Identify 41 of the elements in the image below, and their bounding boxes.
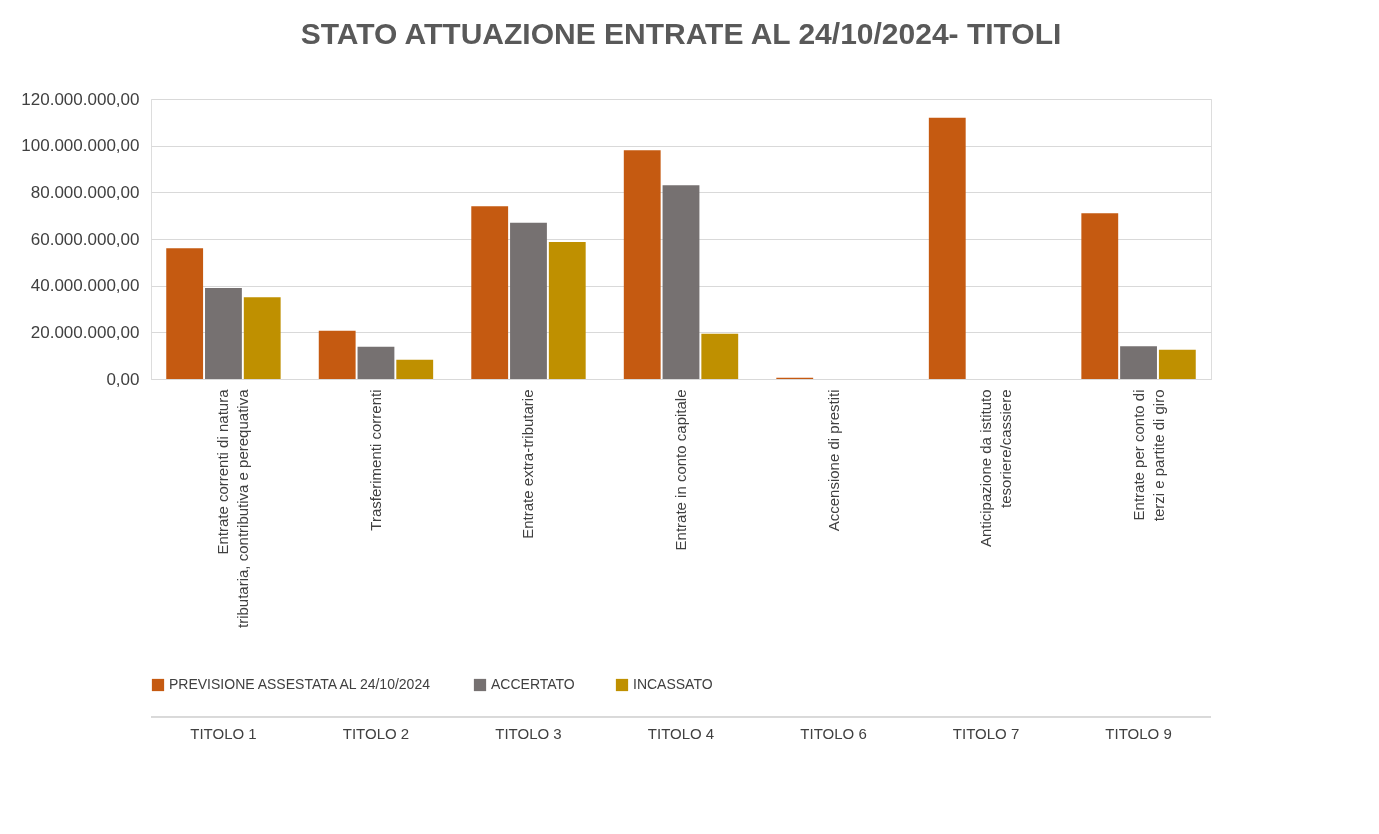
y-tick-label: 80.000.000,00 [30,182,140,202]
text: TITOLO 7 [952,725,1020,742]
bar [166,248,204,379]
x-tick-label: Entrate in conto capitale [672,389,689,551]
bar [205,288,242,379]
text: TITOLO 9 [1105,725,1172,742]
x-tick-label: Entrate per conto di terzi e partite di giro [1129,389,1167,522]
y-tick-label: 100.000.000,00 [21,136,140,156]
bar [1120,346,1157,379]
x-tick-label: Accensione di prestiti [824,389,842,532]
bar [662,185,700,379]
x-tick-label: Anticipazione da istituto tesoriere/cassiere [977,389,1015,548]
legend-label: ACCERTATO [491,676,575,692]
text: TITOLO 6 [800,725,867,742]
chart-title: STATO ATTUAZIONE ENTRATE AL 24/10/2024- TITOLI [300,17,1062,50]
y-tick-label: 120.000.000,00 [21,89,140,109]
bar [928,117,966,379]
y-tick-label: 60.000.000,00 [30,229,140,249]
y-tick-label: 40.000.000,00 [30,276,140,296]
x-tick-label: Entrate extra-tributarie [519,389,537,539]
y-tick-label: 20.000.000,00 [30,322,140,342]
bar [243,297,281,379]
x-tick-label: Entrate correnti di natura tributaria, contributiva e perequativa [214,388,252,628]
text: TITOLO 4 [647,725,715,742]
bar [357,346,395,379]
bar [471,206,509,379]
y-tick-label: 0,00 [106,369,140,389]
bar [510,222,547,379]
x-tick-label: Trasferimenti correnti [366,389,384,531]
bar [623,150,661,379]
bar [1158,349,1196,379]
text: TITOLO 2 [342,725,410,742]
text: TITOLO 1 [190,725,257,742]
bar [701,333,739,379]
bar [396,359,434,379]
legend-label: INCASSATO [633,676,713,692]
bar [318,330,356,379]
bar [548,242,586,379]
bar [1081,213,1119,379]
legend-label: PREVISIONE ASSESTATA AL 24/10/2024 [169,676,431,692]
text: TITOLO 3 [495,725,562,742]
